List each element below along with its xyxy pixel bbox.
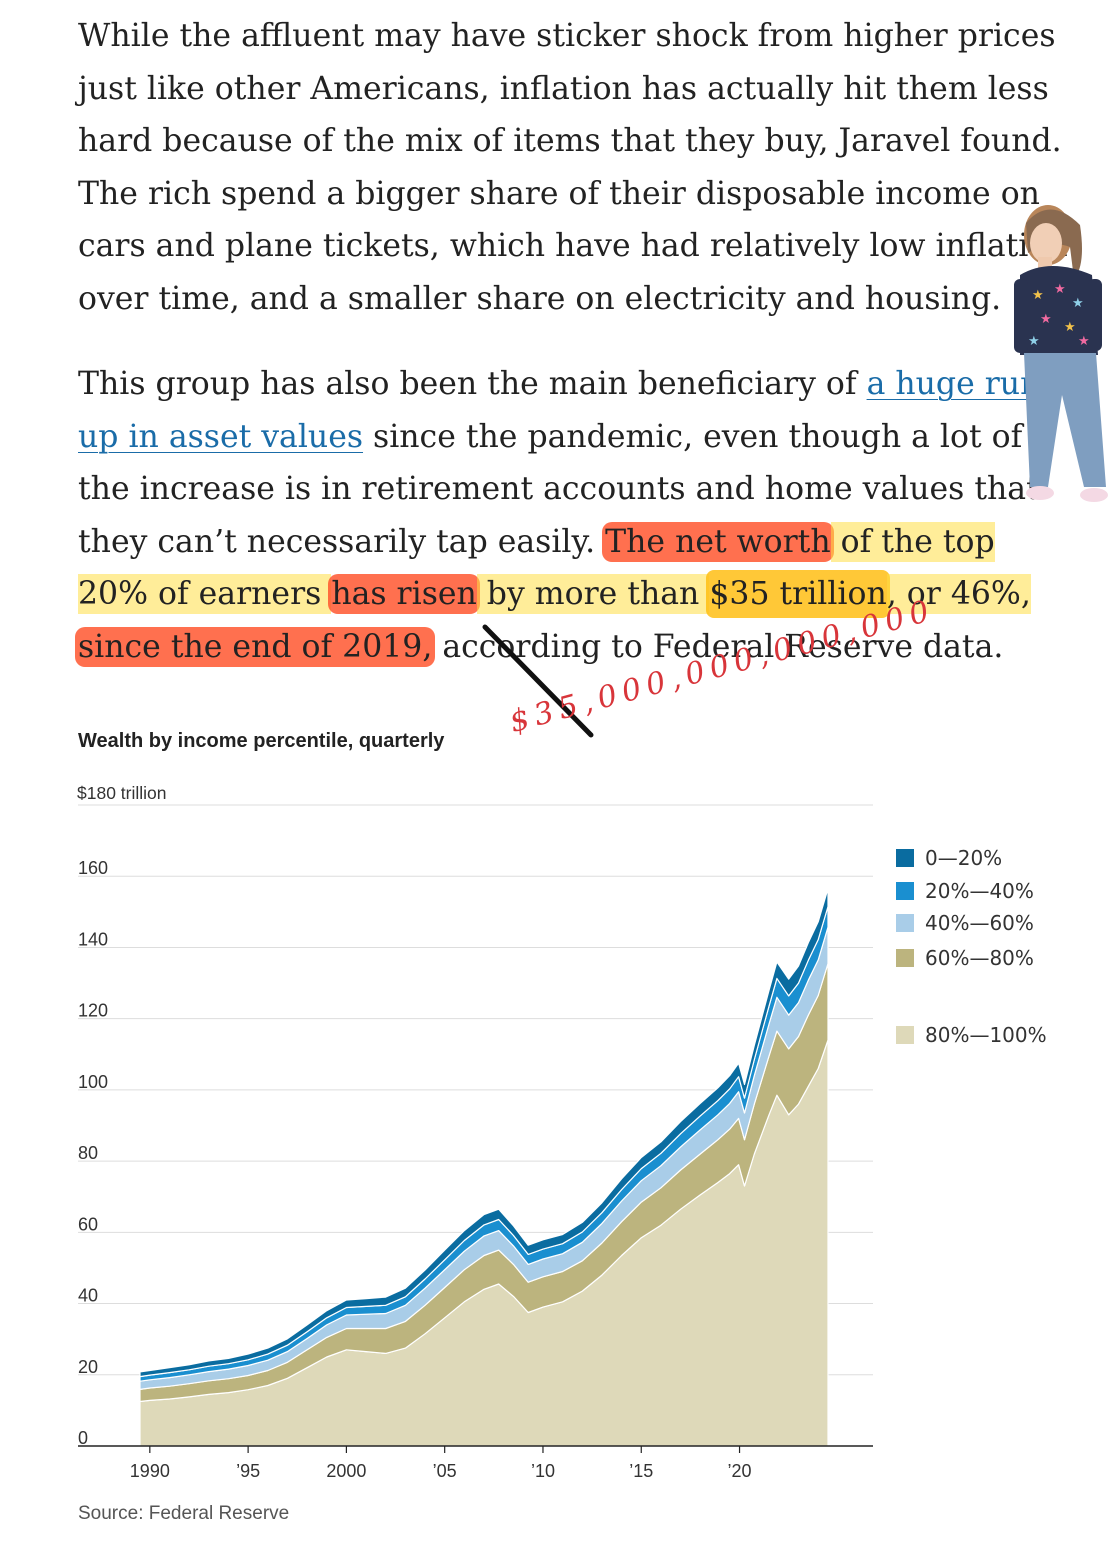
- svg-text:★: ★: [1078, 333, 1090, 348]
- highlight-since-2019: since the end of 2019,: [75, 626, 436, 667]
- highlight-46-percent: , or 46%,: [886, 574, 1031, 614]
- legend-swatch: [896, 1026, 914, 1044]
- y-tick-label: 100: [78, 1072, 108, 1092]
- legend-label: 0—20%: [925, 846, 1003, 870]
- article-text: While the affluent may have sticker shoc…: [75, 10, 1068, 673]
- svg-text:★: ★: [1040, 311, 1052, 326]
- y-tick-label: 120: [78, 1001, 108, 1021]
- y-tick-label: 160: [78, 858, 108, 878]
- highlight-net-worth: The net worth: [602, 521, 834, 562]
- y-tick-label: 140: [78, 929, 108, 949]
- svg-text:★: ★: [1064, 319, 1076, 334]
- legend-label: 20%—40%: [925, 879, 1034, 903]
- y-axis-top-label: $180 trillion: [77, 783, 167, 803]
- y-tick-label: 40: [78, 1286, 98, 1306]
- paragraph-2: This group has also been the main benefi…: [75, 358, 1068, 673]
- highlight-35-trillion: $35 trillion: [706, 570, 890, 618]
- x-tick-label: ’20: [728, 1461, 752, 1481]
- legend-item-40-60: 40%—60%: [896, 911, 1096, 935]
- svg-text:★: ★: [1054, 281, 1066, 296]
- x-tick-label: ’05: [433, 1461, 457, 1481]
- y-tick-label: 60: [78, 1214, 98, 1234]
- toddler-sticker-image: ★ ★ ★ ★ ★ ★ ★: [1014, 205, 1108, 502]
- legend-item-0-20: 0—20%: [896, 846, 1096, 870]
- chart-title: Wealth by income percentile, quarterly: [78, 730, 445, 752]
- legend-item-20-40: 20%—40%: [896, 879, 1096, 903]
- legend-swatch: [896, 914, 914, 932]
- x-tick-label: ’95: [236, 1461, 260, 1481]
- svg-text:★: ★: [1028, 333, 1040, 348]
- y-tick-label: 20: [78, 1357, 98, 1377]
- x-tick-label: ’15: [629, 1461, 653, 1481]
- x-tick-label: ’10: [531, 1461, 555, 1481]
- legend-item-60-80: 60%—80%: [896, 946, 1096, 970]
- asset-values-link[interactable]: a huge run-up in asset values: [78, 366, 1052, 455]
- x-tick-label: 2000: [326, 1461, 366, 1481]
- y-tick-label: 0: [78, 1428, 88, 1448]
- legend-label: 60%—80%: [925, 946, 1034, 970]
- paragraph-2-body: since the pandemic, even though a lot of…: [78, 418, 1039, 560]
- svg-text:★: ★: [1072, 295, 1084, 310]
- legend-item-80-100: 80%—100%: [896, 1023, 1096, 1047]
- legend-swatch: [896, 849, 914, 867]
- area-series-0-20: [139, 888, 829, 1378]
- svg-text:★: ★: [1032, 287, 1044, 302]
- y-tick-label: 80: [78, 1143, 98, 1163]
- paragraph-1: While the affluent may have sticker shoc…: [78, 18, 1068, 317]
- highlight-by-more-than: by more than: [476, 574, 710, 614]
- x-tick-label: 1990: [130, 1461, 170, 1481]
- highlight-has-risen: has risen: [328, 574, 480, 614]
- legend-swatch: [896, 949, 914, 967]
- legend-label: 80%—100%: [925, 1023, 1047, 1047]
- legend-swatch: [896, 882, 914, 900]
- legend-label: 40%—60%: [925, 911, 1034, 935]
- chart-source: Source: Federal Reserve: [78, 1503, 290, 1524]
- paragraph-2-lead: This group has also been the main benefi…: [78, 366, 867, 402]
